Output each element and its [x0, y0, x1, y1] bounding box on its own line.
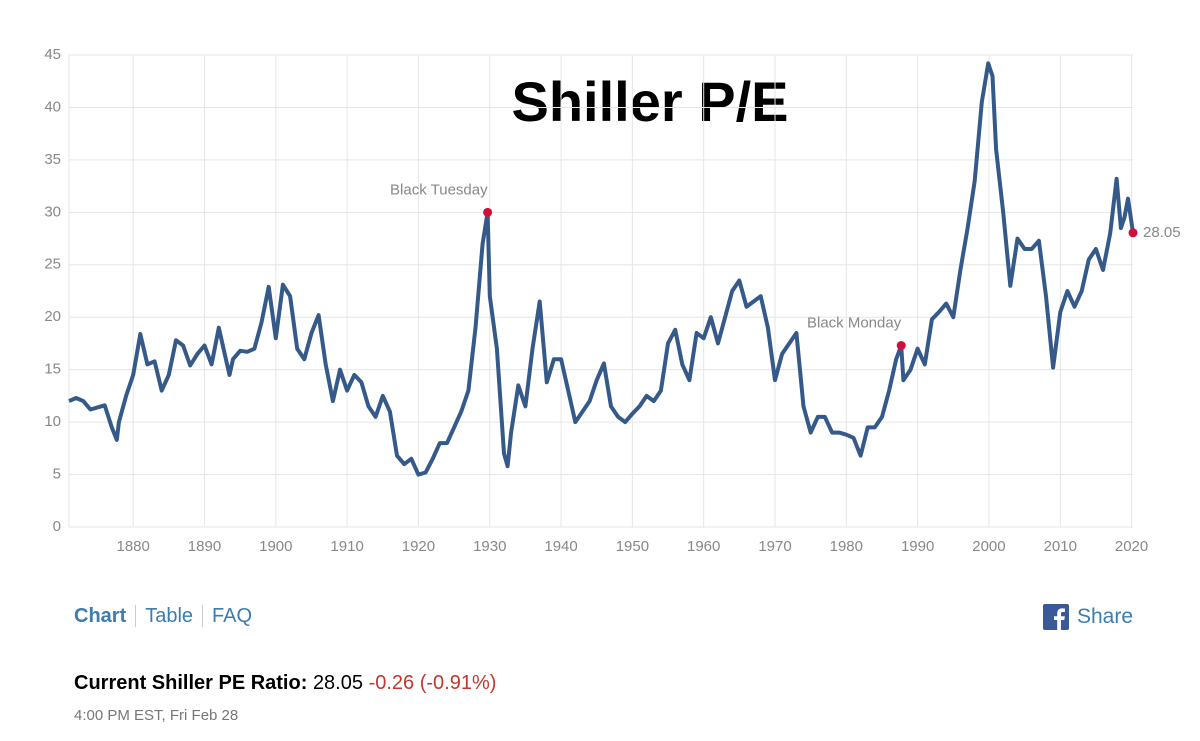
- annotation-marker: [483, 207, 493, 217]
- y-tick-label: 5: [53, 466, 61, 483]
- chart-title: Shiller P/E: [512, 70, 789, 133]
- data-line: [68, 61, 1135, 477]
- x-tick-label: 1930: [473, 538, 506, 555]
- y-tick-label: 45: [44, 46, 61, 63]
- x-tick-label: 1900: [259, 538, 292, 555]
- tab[interactable]: Chart: [74, 605, 127, 627]
- last-value-label: 28.05: [1143, 224, 1181, 241]
- ratio-label: Current Shiller PE Ratio:: [74, 672, 308, 694]
- y-tick-label: 40: [44, 98, 61, 115]
- tabs: Chart Table FAQ: [74, 605, 262, 628]
- tab[interactable]: FAQ: [202, 605, 262, 627]
- x-tick-label: 1910: [330, 538, 363, 555]
- ratio-value: 28.05: [312, 672, 363, 694]
- y-tick-label: 10: [44, 413, 61, 430]
- y-tick-label: 20: [44, 308, 61, 325]
- x-tick-label: 1980: [830, 538, 863, 555]
- x-tick-label: 1920: [402, 538, 435, 555]
- y-tick-label: 25: [44, 256, 61, 273]
- share-button[interactable]: Share: [1043, 604, 1133, 630]
- y-tick-label: 0: [53, 518, 61, 535]
- y-tick-label: 15: [44, 361, 61, 378]
- annotation-label: Black Monday: [807, 315, 902, 332]
- annotation-marker: [1128, 228, 1138, 238]
- x-tick-label: 1950: [616, 538, 649, 555]
- facebook-icon: [1043, 604, 1069, 630]
- ratio-change: -0.26 (-0.91%): [368, 672, 497, 694]
- x-tick-label: 1970: [758, 538, 791, 555]
- x-tick-label: 1890: [188, 538, 221, 555]
- x-tick-label: 2020: [1115, 538, 1148, 555]
- share-label: Share: [1077, 605, 1134, 628]
- x-tick-label: 2000: [972, 538, 1005, 555]
- current-ratio: Current Shiller PE Ratio: 28.05 -0.26 (-…: [74, 672, 496, 695]
- x-tick-label: 2010: [1044, 538, 1077, 555]
- x-tick-label: 1960: [687, 538, 720, 555]
- annotation-label: Black Tuesday: [390, 181, 488, 198]
- y-tick-label: 30: [44, 203, 61, 220]
- timestamp: 4:00 PM EST, Fri Feb 28: [74, 707, 239, 724]
- y-tick-label: 35: [44, 151, 61, 168]
- tab[interactable]: Table: [135, 605, 203, 627]
- annotation-marker: [896, 341, 906, 351]
- x-tick-label: 1940: [544, 538, 577, 555]
- x-tick-label: 1990: [901, 538, 934, 555]
- chart: Shiller P/E 0 5 10 15 20 25 30 35 40 45 1880 1890 19…: [44, 46, 1181, 555]
- x-tick-label: 1880: [116, 538, 149, 555]
